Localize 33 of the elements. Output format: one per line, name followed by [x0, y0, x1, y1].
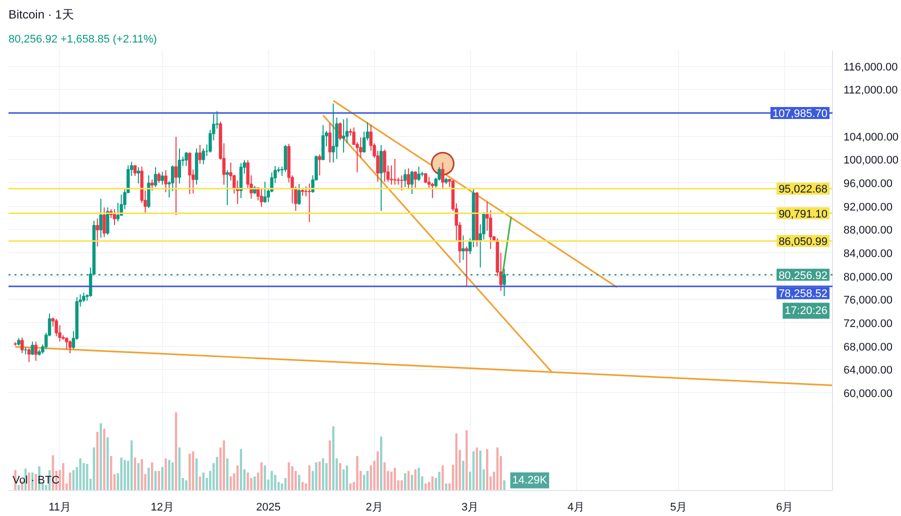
- x-tick-label: 11月: [48, 502, 71, 514]
- annotation: Vol · BTC: [12, 474, 60, 486]
- annotation: 14.29K: [512, 474, 548, 486]
- ref-line-label: 90,791.10: [778, 208, 828, 220]
- y-tick-label: 88,000.00: [844, 224, 892, 237]
- y-tick-label: 92,000.00: [844, 201, 892, 214]
- y-tick-label: 96,000.00: [844, 178, 892, 190]
- ref-line-label: 86,050.99: [778, 236, 828, 248]
- ref-line-label: 107,985.70: [772, 108, 828, 120]
- y-tick-label: 80,000.00: [844, 271, 892, 284]
- y-tick-label: 100,000.00: [844, 154, 899, 167]
- x-tick-label: 4月: [568, 502, 585, 514]
- x-tick-label: 12月: [150, 502, 174, 514]
- y-tick-label: 112,000.00: [844, 84, 898, 97]
- ref-line-label: 95,022.68: [778, 184, 828, 196]
- x-tick-label: 2月: [366, 502, 383, 514]
- y-tick-label: 104,000.00: [844, 131, 899, 144]
- x-tick-label: 2025: [256, 502, 281, 514]
- ref-line-label: 80,256.92: [778, 270, 828, 282]
- y-tick-label: 76,000.00: [844, 294, 892, 307]
- y-tick-label: 60,000.00: [844, 388, 892, 400]
- x-tick-label: 5月: [670, 502, 688, 514]
- y-tick-label: 72,000.00: [844, 318, 892, 330]
- y-tick-label: 116,000.00: [844, 61, 898, 74]
- ref-line-label: 78,258.52: [778, 288, 828, 300]
- annotation: 17:20:26: [784, 304, 828, 317]
- y-tick-label: 68,000.00: [844, 341, 892, 354]
- x-tick-label: 6月: [776, 502, 794, 514]
- x-tick-label: 3月: [462, 502, 479, 514]
- y-tick-label: 64,000.00: [844, 364, 892, 377]
- chart-subtitle: 80,256.92 +1,658.85 (+2.11%): [8, 34, 157, 46]
- chart-title: Bitcoin · 1天: [8, 8, 74, 22]
- y-tick-label: 84,000.00: [844, 248, 892, 260]
